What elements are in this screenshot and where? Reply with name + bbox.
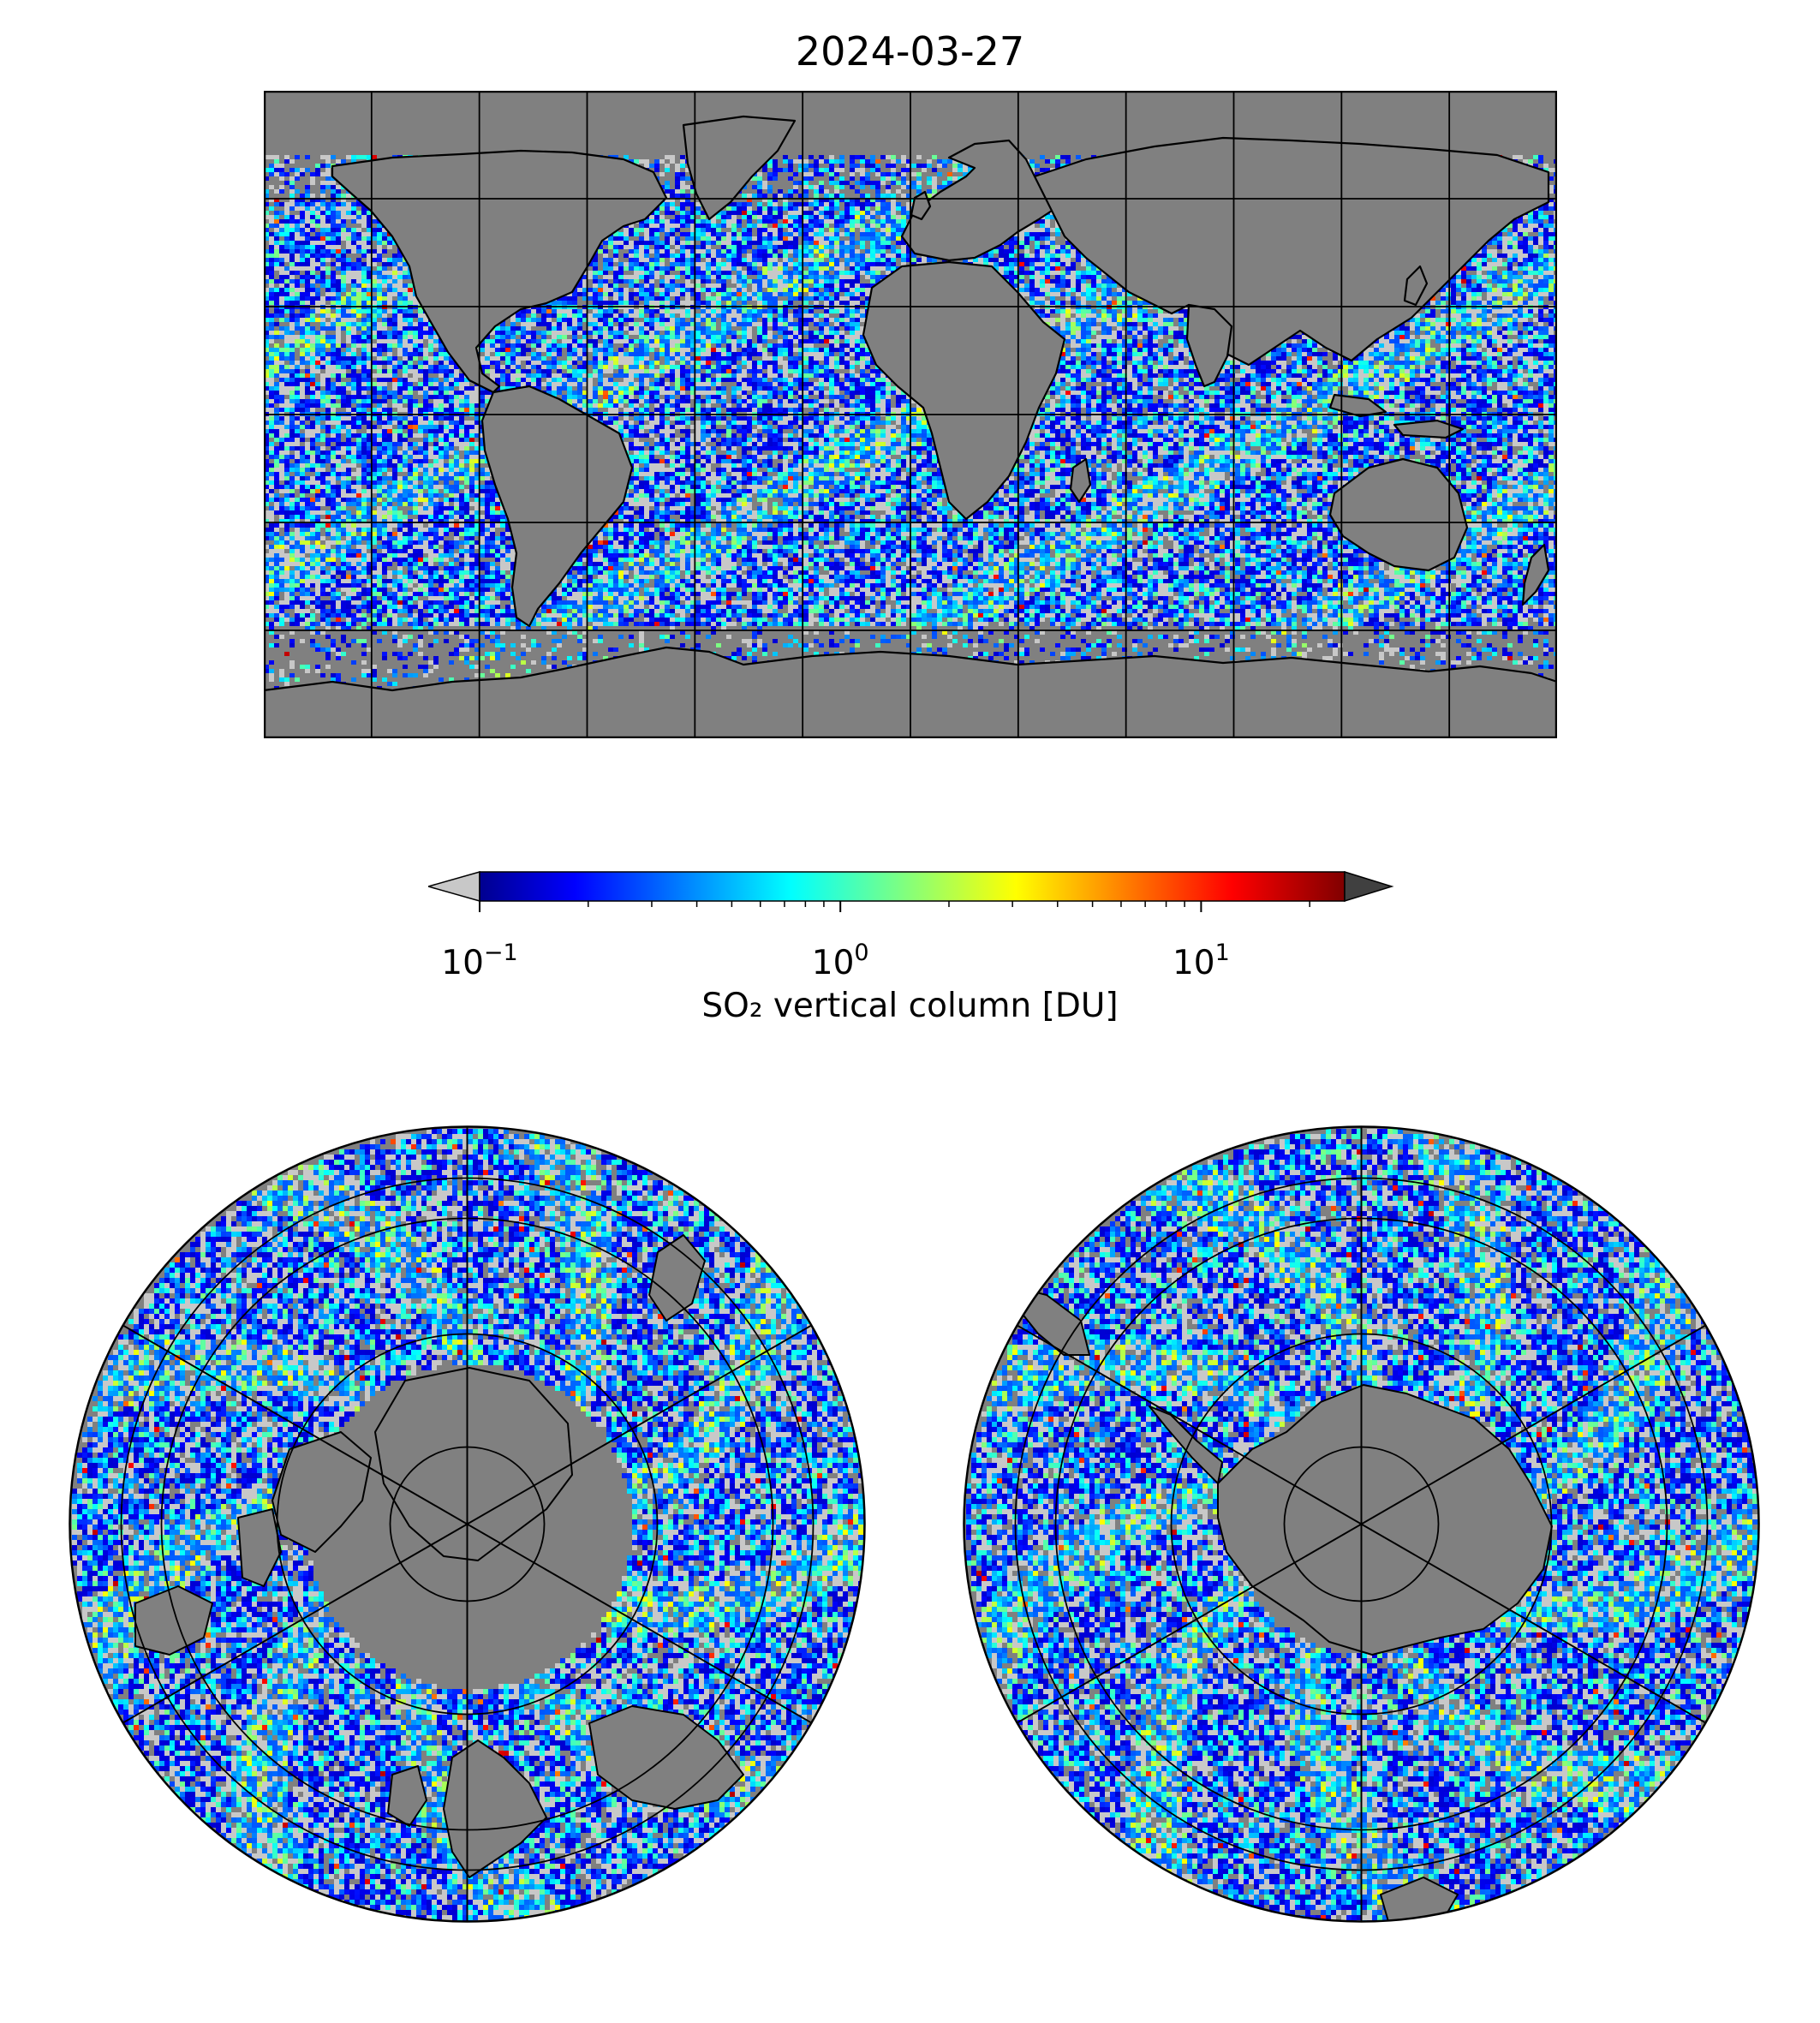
south-polar-frame	[963, 1125, 1760, 1923]
colorbar-over-extension	[1344, 870, 1394, 903]
figure-title: 2024-03-27	[0, 26, 1820, 77]
global-gridlines	[264, 91, 1557, 738]
colorbar-tick-label: 10−1	[441, 934, 517, 985]
north-polar-gridlines	[120, 1126, 815, 1922]
colorbar-tick-label: 100	[812, 934, 869, 985]
colorbar-label: SO₂ vertical column [DU]	[0, 985, 1820, 1028]
colorbar-tick-label: 101	[1173, 934, 1230, 985]
south-polar-gridlines	[1014, 1126, 1709, 1922]
global-map-frame	[264, 91, 1557, 738]
north-polar-frame	[69, 1125, 866, 1923]
colorbar-ticks	[479, 901, 1310, 912]
colorbar-gradient	[479, 871, 1346, 902]
south-polar-map	[963, 1125, 1760, 1923]
colorbar-under-extension	[428, 871, 480, 902]
global-map	[264, 91, 1557, 738]
north-polar-map	[69, 1125, 866, 1923]
north-polar-coastlines	[134, 1234, 744, 1878]
colorbar	[428, 870, 1394, 912]
